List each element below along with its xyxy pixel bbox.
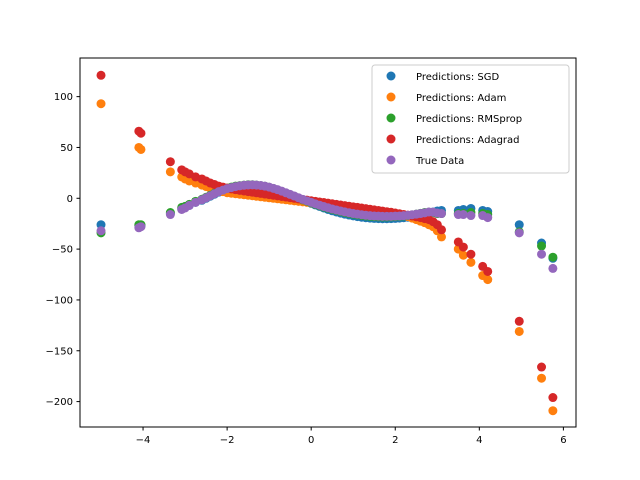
series-4: [96, 180, 558, 273]
y-tick-label: −200: [46, 397, 73, 408]
x-tick-label: 4: [476, 435, 482, 446]
legend: Predictions: SGD Predictions: Adam Predict…: [371, 64, 570, 174]
y-tick-label: 0: [67, 194, 73, 205]
legend-label: Predictions: RMSprop: [416, 114, 522, 125]
data-point: [548, 406, 558, 416]
data-point: [136, 222, 146, 232]
data-point: [514, 316, 524, 326]
legend-marker: [386, 92, 396, 102]
legend-label: True Data: [415, 156, 464, 167]
data-point: [466, 257, 476, 267]
data-point: [136, 144, 146, 154]
data-point: [165, 157, 175, 167]
data-point: [458, 210, 468, 220]
legend-label: Predictions: SGD: [416, 72, 500, 83]
data-point: [483, 275, 493, 285]
data-point: [466, 211, 476, 221]
x-tick-label: −4: [136, 435, 151, 446]
data-point: [548, 252, 558, 262]
legend-marker: [386, 113, 396, 123]
y-tick-label: 50: [60, 143, 73, 154]
data-point: [537, 362, 547, 372]
data-point: [96, 226, 106, 236]
data-point: [514, 220, 524, 230]
data-point: [514, 326, 524, 336]
data-point: [458, 250, 468, 260]
data-point: [436, 232, 446, 242]
data-point: [165, 210, 175, 220]
data-point: [483, 266, 493, 276]
y-tick-label: −150: [46, 346, 73, 357]
legend-box: [371, 64, 570, 174]
x-tick-label: 6: [560, 435, 566, 446]
legend-label: Predictions: Adam: [416, 93, 506, 104]
data-point: [436, 209, 446, 219]
x-axis: −4 −2 0 2 4 6: [136, 427, 567, 446]
y-tick-label: 100: [54, 92, 73, 103]
data-point: [548, 263, 558, 273]
legend-marker: [386, 134, 396, 144]
data-points: [96, 70, 558, 416]
y-axis: 100 50 0 −50 −100 −150 −200: [46, 92, 80, 408]
data-point: [136, 128, 146, 138]
legend-marker: [386, 71, 396, 81]
data-point: [96, 70, 106, 80]
legend-label: Predictions: Adagrad: [416, 135, 520, 146]
data-point: [466, 249, 476, 259]
y-tick-label: −100: [46, 295, 73, 306]
data-point: [458, 242, 468, 252]
data-point: [537, 241, 547, 251]
x-tick-label: 0: [308, 435, 314, 446]
data-point: [436, 225, 446, 235]
data-point: [537, 373, 547, 383]
data-point: [96, 99, 106, 109]
data-point: [548, 393, 558, 403]
data-point: [514, 228, 524, 238]
data-point: [483, 213, 493, 223]
data-point: [537, 249, 547, 259]
axes-frame: [79, 57, 577, 428]
data-point: [165, 167, 175, 177]
x-tick-label: −2: [220, 435, 235, 446]
x-tick-label: 2: [392, 435, 398, 446]
y-tick-label: −50: [52, 245, 73, 256]
legend-marker: [386, 155, 396, 165]
